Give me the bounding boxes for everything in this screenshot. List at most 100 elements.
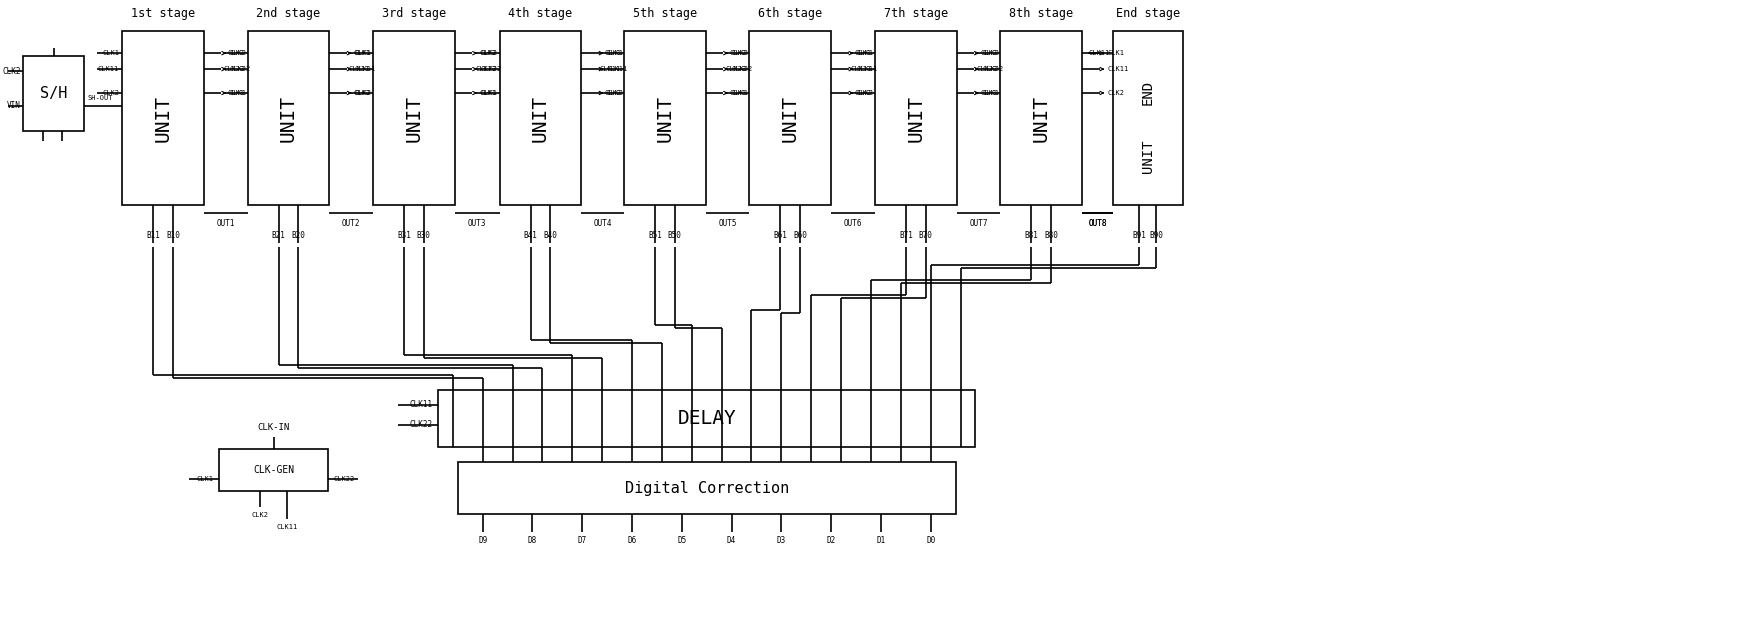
Bar (1113, 31, 1182, 205)
Text: B20: B20 (291, 231, 305, 240)
Text: B60: B60 (794, 231, 807, 240)
Text: END: END (1141, 80, 1155, 105)
Text: CLK1: CLK1 (855, 50, 872, 56)
Text: OUT3: OUT3 (467, 219, 487, 228)
Text: CLK22: CLK22 (476, 66, 497, 72)
Text: CLK11: CLK11 (1088, 50, 1109, 56)
Bar (1001, 31, 1081, 205)
Text: CLK11: CLK11 (410, 400, 433, 409)
Text: CLK1: CLK1 (230, 90, 246, 96)
Text: B40: B40 (542, 231, 556, 240)
Text: OUT8: OUT8 (1088, 219, 1107, 228)
Text: CLK22: CLK22 (410, 420, 433, 429)
Text: CLK1: CLK1 (607, 50, 624, 56)
Text: 1st stage: 1st stage (131, 7, 195, 20)
Text: D7: D7 (577, 535, 586, 545)
Text: B70: B70 (919, 231, 933, 240)
Text: UNIT: UNIT (405, 95, 424, 142)
Text: UNIT: UNIT (530, 95, 549, 142)
Text: CLK1: CLK1 (856, 50, 874, 56)
Text: B81: B81 (1024, 231, 1038, 240)
Text: CLK2: CLK2 (980, 50, 998, 56)
Text: CLK2: CLK2 (480, 50, 497, 56)
Text: 7th stage: 7th stage (884, 7, 947, 20)
Text: OUT1: OUT1 (216, 219, 235, 228)
Text: OUT4: OUT4 (593, 219, 612, 228)
Text: CLK11: CLK11 (856, 66, 877, 72)
Text: CLK11: CLK11 (600, 66, 621, 72)
Bar (499, 31, 581, 205)
Text: OUT2: OUT2 (342, 219, 361, 228)
Bar (218, 449, 328, 491)
Text: B51: B51 (649, 231, 663, 240)
Text: D1: D1 (875, 535, 886, 545)
Text: B21: B21 (272, 231, 286, 240)
Text: CLK1: CLK1 (982, 90, 999, 96)
Text: 6th stage: 6th stage (759, 7, 823, 20)
Text: UNIT: UNIT (153, 95, 173, 142)
Text: CLK1: CLK1 (729, 90, 746, 96)
Text: B71: B71 (898, 231, 912, 240)
Text: B61: B61 (774, 231, 787, 240)
Text: CLK2: CLK2 (2, 66, 21, 76)
Text: UNIT: UNIT (907, 95, 926, 142)
Text: B50: B50 (668, 231, 682, 240)
Text: CLK1: CLK1 (980, 90, 998, 96)
Text: CLK22: CLK22 (480, 66, 502, 72)
Text: CLK1: CLK1 (603, 50, 621, 56)
Text: OUT8: OUT8 (1088, 219, 1107, 228)
Text: CLK2: CLK2 (1107, 90, 1125, 96)
Bar (875, 31, 956, 205)
Text: B91: B91 (1132, 231, 1146, 240)
Text: CLK11: CLK11 (349, 66, 370, 72)
Text: CLK1: CLK1 (480, 90, 497, 96)
Text: CLK1: CLK1 (197, 477, 215, 482)
Text: DELAY: DELAY (677, 409, 736, 428)
Text: CLK2: CLK2 (228, 50, 244, 56)
Text: B30: B30 (417, 231, 431, 240)
Text: CLK11: CLK11 (276, 524, 296, 530)
Text: CLK22: CLK22 (731, 66, 752, 72)
Text: 5th stage: 5th stage (633, 7, 698, 20)
Text: CLK11: CLK11 (1107, 66, 1128, 72)
Text: CLK2: CLK2 (982, 50, 999, 56)
Text: 8th stage: 8th stage (1010, 7, 1073, 20)
Text: B90: B90 (1149, 231, 1163, 240)
Text: B41: B41 (523, 231, 537, 240)
Text: CLK2: CLK2 (251, 512, 269, 518)
Text: CLK2: CLK2 (354, 90, 371, 96)
Bar (373, 31, 455, 205)
Bar (438, 390, 975, 447)
Text: CLK1: CLK1 (103, 50, 119, 56)
Text: B11: B11 (146, 231, 160, 240)
Text: D2: D2 (827, 535, 835, 545)
Text: End stage: End stage (1116, 7, 1179, 20)
Text: CLK1: CLK1 (228, 90, 244, 96)
Text: Digital Correction: Digital Correction (624, 481, 788, 495)
Text: CLK2: CLK2 (603, 90, 621, 96)
Text: CLK2: CLK2 (103, 90, 119, 96)
Text: SH-OUT: SH-OUT (87, 95, 113, 101)
Text: B10: B10 (166, 231, 180, 240)
Text: D4: D4 (727, 535, 736, 545)
Text: UNIT: UNIT (279, 95, 298, 142)
Text: CLK2: CLK2 (731, 50, 748, 56)
Text: CLK2: CLK2 (607, 90, 624, 96)
Text: OUT6: OUT6 (844, 219, 862, 228)
Text: CLK2: CLK2 (729, 50, 746, 56)
Text: CLK-GEN: CLK-GEN (253, 465, 295, 475)
Text: CLK-IN: CLK-IN (258, 423, 290, 432)
Text: VIN: VIN (7, 101, 21, 111)
Bar (457, 463, 956, 514)
Bar (624, 31, 706, 205)
Bar (248, 31, 330, 205)
Text: CLK11: CLK11 (851, 66, 872, 72)
Text: CLK2: CLK2 (856, 90, 874, 96)
Text: UNIT: UNIT (1032, 95, 1050, 142)
Text: CLK22: CLK22 (223, 66, 244, 72)
Text: UNIT: UNIT (656, 95, 675, 142)
Text: D5: D5 (677, 535, 687, 545)
Text: CLK1: CLK1 (480, 90, 497, 96)
Text: CLK1: CLK1 (1107, 50, 1125, 56)
Text: S/H: S/H (40, 86, 68, 101)
